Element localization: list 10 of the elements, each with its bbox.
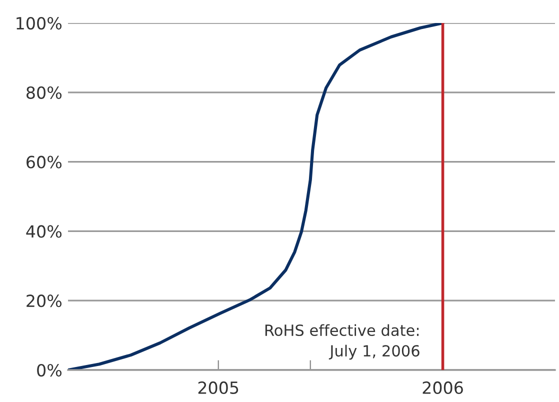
y-tick-label: 20%	[26, 294, 62, 308]
line-series	[68, 23, 444, 370]
x-tick-label: 2005	[198, 381, 238, 394]
y-tick-label: 80%	[26, 86, 62, 99]
y-tick-label: 60%	[26, 156, 62, 168]
x-tick-label: 2006	[422, 381, 463, 394]
y-tick-label: 40%	[26, 225, 62, 238]
y-tick-label: 100%	[16, 16, 62, 30]
ref-line-label: RoHS effective date: July 1, 2006	[265, 324, 420, 360]
y-tick-label: 0%	[37, 364, 62, 377]
